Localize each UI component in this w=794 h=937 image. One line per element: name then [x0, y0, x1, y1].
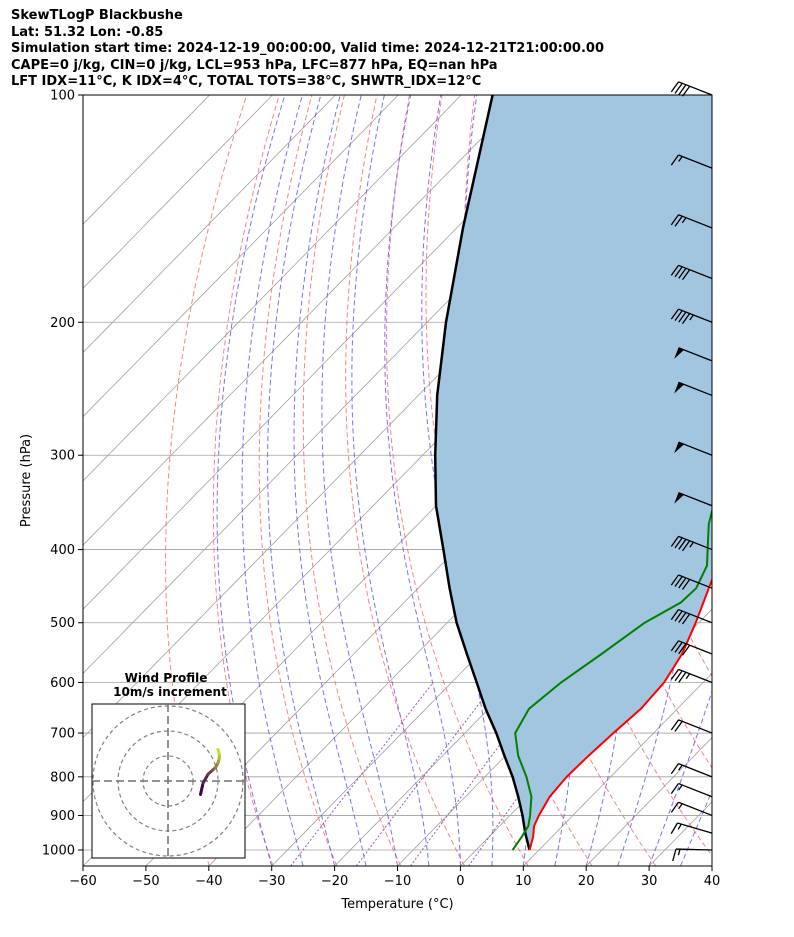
- chart-header: SkewTLogP Blackbushe Lat: 51.32 Lon: -0.…: [11, 8, 604, 91]
- x-tick-label: −30: [258, 874, 285, 889]
- y-tick-label: 700: [50, 727, 75, 742]
- y-axis-label: Pressure (hPa): [19, 434, 34, 527]
- cape-fill: [435, 95, 712, 850]
- y-tick-label: 200: [50, 316, 75, 331]
- isotherm: [83, 95, 588, 610]
- x-tick-label: 40: [704, 874, 721, 889]
- x-tick-label: −20: [321, 874, 348, 889]
- wind-barb: [670, 214, 713, 229]
- wind-barb: [670, 640, 713, 656]
- wind-barb: [674, 491, 713, 507]
- x-tick-label: −50: [132, 874, 159, 889]
- wind-barb: [670, 154, 713, 169]
- wind-barb: [674, 347, 713, 362]
- isotherm: [271, 416, 712, 866]
- isotherm: [711, 865, 712, 866]
- mixing-ratio-line: [355, 682, 496, 866]
- isotherm: [648, 801, 712, 866]
- wind-barb: [670, 668, 713, 684]
- dry-adiabat: [345, 95, 465, 866]
- dewpoint-line: [511, 507, 712, 851]
- moist-adiabat: [384, 95, 461, 866]
- dry-adiabat: [425, 95, 593, 866]
- moist-adiabat: [321, 95, 398, 866]
- isotherm: [83, 95, 399, 418]
- wind-barb: [670, 535, 713, 552]
- wind-barb: [674, 381, 713, 397]
- y-tick-label: 400: [50, 543, 75, 558]
- y-tick-label: 500: [50, 616, 75, 631]
- y-tick-label: 800: [50, 770, 75, 785]
- moist-adiabat: [241, 95, 304, 866]
- moist-adiabat: [267, 95, 336, 866]
- dry-adiabat: [164, 95, 248, 866]
- wind-barb: [670, 608, 713, 625]
- x-tick-label: −40: [195, 874, 222, 889]
- hodograph-segment: [199, 781, 205, 796]
- y-tick-label: 100: [50, 89, 75, 104]
- dry-adiabat: [258, 95, 338, 866]
- wind-barb: [670, 822, 713, 834]
- isotherm: [83, 95, 651, 675]
- station-location: Lat: 51.32 Lon: -0.85: [11, 24, 164, 40]
- hodograph-segment: [201, 772, 210, 785]
- isotherm: [83, 95, 712, 739]
- wind-barb: [670, 81, 713, 97]
- x-tick-label: 20: [578, 874, 595, 889]
- moist-adiabat: [351, 95, 430, 866]
- hodograph-title: Wind Profile: [125, 671, 208, 685]
- wind-barb: [670, 782, 713, 798]
- x-tick-label: −10: [384, 874, 411, 889]
- isotherm: [523, 672, 712, 866]
- moist-adiabat: [216, 95, 286, 866]
- hodograph-segment: [216, 748, 221, 756]
- x-tick-label: 10: [515, 874, 532, 889]
- dry-adiabat: [702, 95, 712, 184]
- chart-title: SkewTLogP Blackbushe: [11, 8, 183, 23]
- x-tick-label: 30: [641, 874, 658, 889]
- x-tick-label: 0: [456, 874, 464, 889]
- dry-adiabat: [212, 95, 280, 866]
- dry-adiabat: [570, 95, 712, 678]
- dry-adiabat: [302, 95, 402, 866]
- dry-adiabat: [735, 95, 794, 866]
- isotherm: [585, 737, 712, 866]
- simulation-times: Simulation start time: 2024-12-19_00:00:…: [11, 41, 604, 57]
- wind-barb: [670, 574, 713, 590]
- x-axis-label: Temperature (°C): [340, 897, 453, 912]
- moist-adiabat: [648, 689, 712, 866]
- isotherm: [775, 95, 794, 866]
- temperature-line: [528, 577, 712, 851]
- isotherm: [83, 95, 462, 482]
- y-tick-label: 1000: [42, 844, 75, 859]
- moist-adiabat: [711, 864, 712, 866]
- parcel-profile-line: [433, 95, 531, 851]
- moist-adiabat: [293, 95, 367, 866]
- y-tick-label: 900: [50, 809, 75, 824]
- wind-barb: [670, 719, 713, 734]
- hodograph-subtitle: 10m/s increment: [113, 685, 227, 699]
- stability-indices-2: LFT IDX=11°C, K IDX=4°C, TOTAL TOTS=38°C…: [11, 74, 482, 90]
- wind-barb: [670, 264, 713, 281]
- isotherm: [83, 95, 525, 546]
- wind-barb: [670, 308, 713, 324]
- y-tick-label: 300: [50, 449, 75, 464]
- moist-adiabat: [421, 95, 494, 866]
- wind-barb: [670, 801, 713, 817]
- dry-adiabat: [386, 95, 529, 866]
- dry-adiabat: [768, 95, 794, 866]
- x-tick-label: −60: [69, 874, 96, 889]
- wind-barb: [674, 441, 713, 456]
- wind-barb: [670, 763, 713, 778]
- moist-adiabat: [617, 95, 692, 866]
- y-tick-label: 600: [50, 676, 75, 691]
- wind-barb: [672, 848, 713, 862]
- stability-indices-1: CAPE=0 j/kg, CIN=0 j/kg, LCL=953 hPa, LF…: [11, 57, 498, 73]
